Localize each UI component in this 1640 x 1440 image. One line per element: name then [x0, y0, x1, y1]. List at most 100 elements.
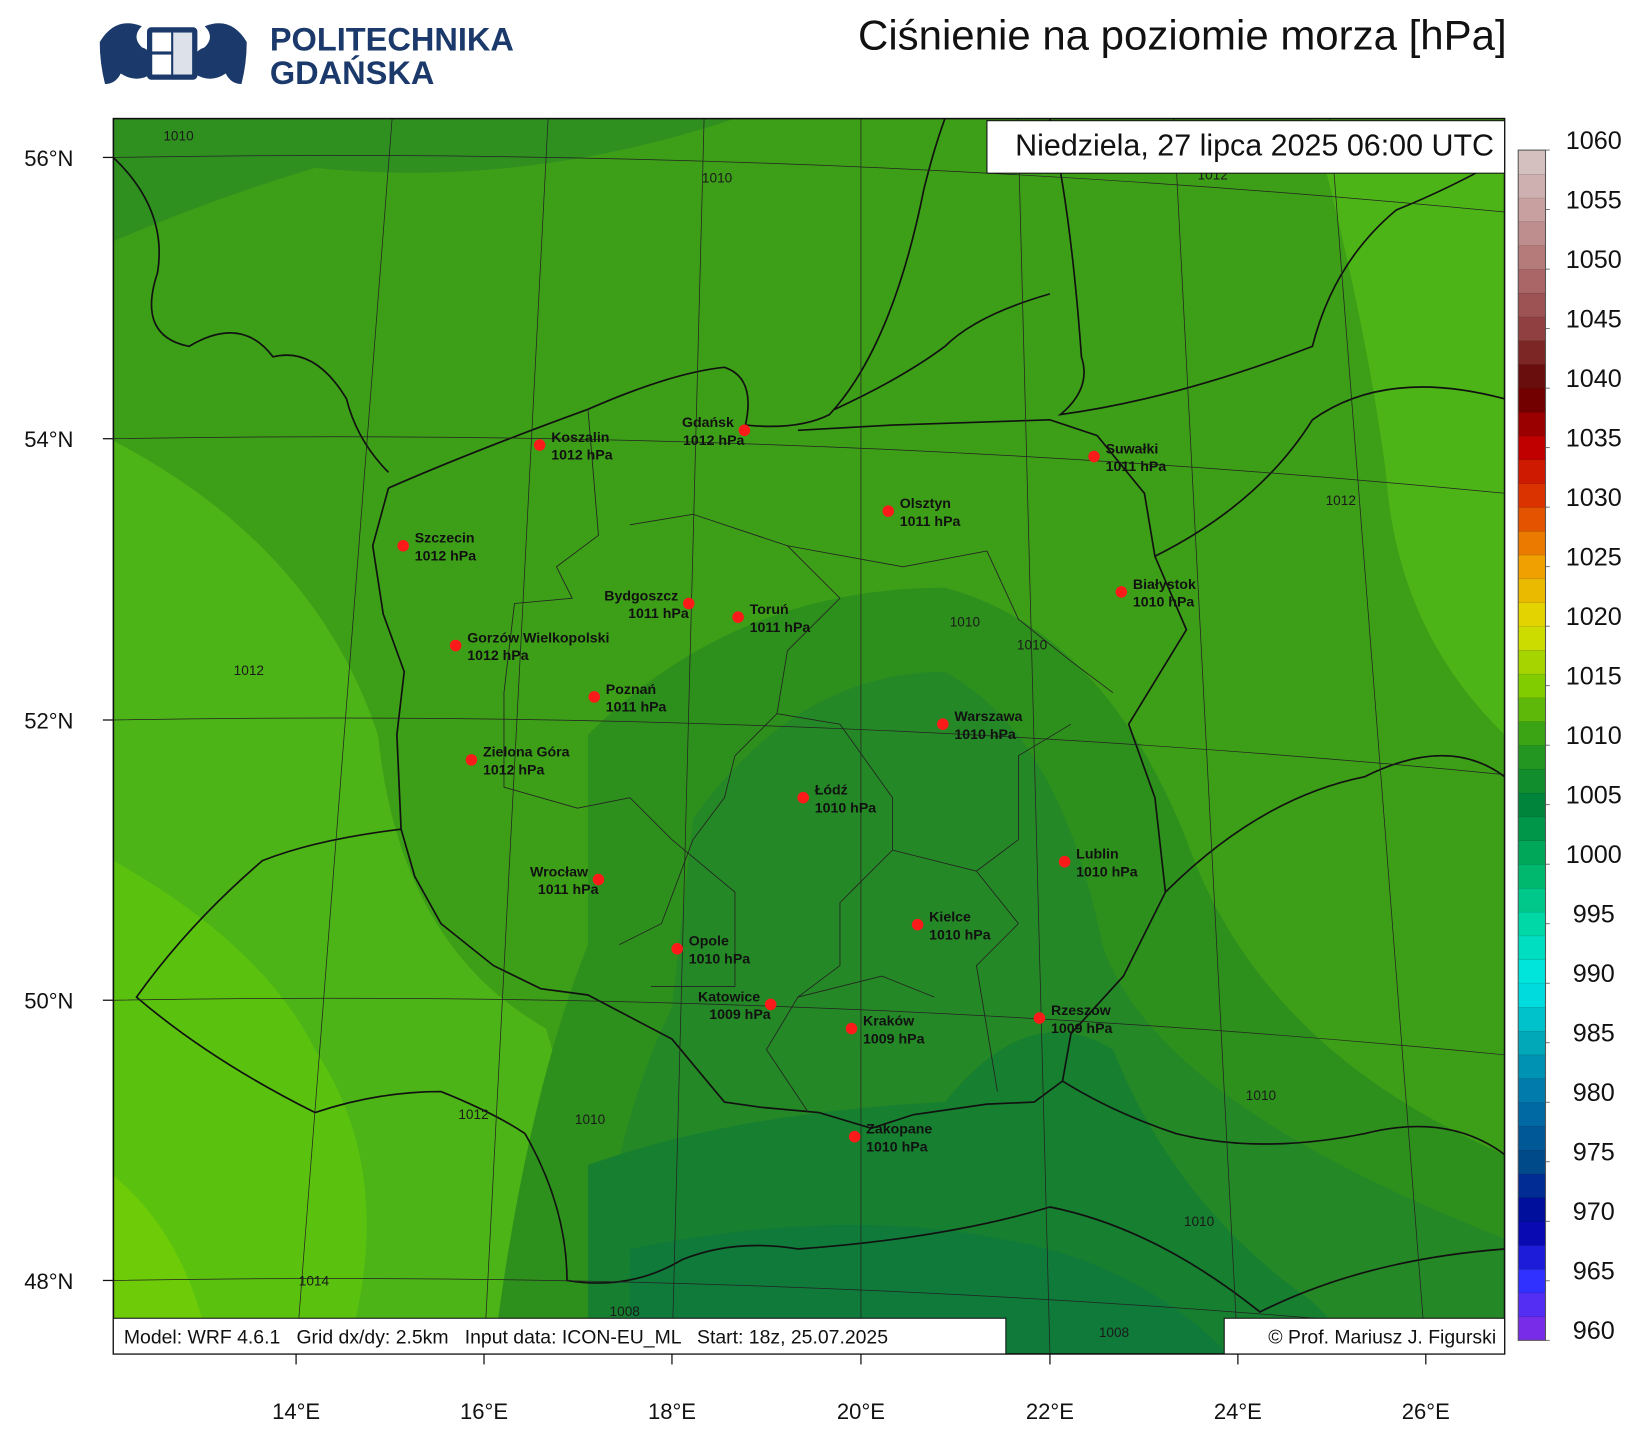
city-value: 1012 hPa — [467, 648, 529, 664]
city-name: Lublin — [1076, 847, 1118, 863]
lon-label: 18°E — [648, 1399, 696, 1424]
province-border — [975, 870, 1020, 1092]
colorbar-label: 985 — [1573, 1020, 1615, 1048]
colorbar-segment — [1517, 1054, 1546, 1079]
city-dot — [682, 597, 695, 610]
city-value: 1012 hPa — [683, 433, 745, 449]
city-name: Kraków — [863, 1013, 915, 1029]
lon-label: 20°E — [837, 1399, 885, 1424]
colorbar-segment — [1517, 983, 1546, 1008]
city-name: Bydgoszcz — [604, 588, 678, 604]
colorbar-segment — [1517, 268, 1546, 294]
latitude-line — [113, 155, 1505, 213]
city-dot — [797, 791, 809, 804]
colorbar-label: 1055 — [1566, 187, 1622, 215]
city-dot — [588, 691, 601, 703]
colorbar-label: 1000 — [1566, 841, 1622, 869]
latitude-line — [113, 436, 1505, 494]
field-lighter — [113, 860, 367, 1354]
colorbar-label: 1015 — [1566, 663, 1622, 691]
city-value: 1012 hPa — [551, 448, 613, 464]
country-border — [1164, 754, 1505, 893]
logo — [99, 23, 247, 84]
city-value: 1011 hPa — [628, 606, 689, 622]
city-dot — [397, 540, 409, 552]
contour-label: 1010 — [163, 129, 194, 144]
city-dot — [732, 611, 744, 623]
colorbar-segment — [1517, 1102, 1546, 1127]
logo-shield-part — [152, 54, 172, 75]
colorbar-segment — [1517, 316, 1546, 342]
city-value: 1011 hPa — [900, 514, 961, 530]
city-dot — [449, 639, 462, 652]
colorbar-segment — [1517, 625, 1546, 651]
lon-label: 16°E — [460, 1399, 508, 1424]
colorbar-label: 1060 — [1566, 127, 1622, 155]
province-border — [503, 409, 673, 840]
city-name: Suwałki — [1106, 441, 1159, 457]
colorbar-segment — [1517, 697, 1546, 722]
city-value: 1010 hPa — [929, 927, 991, 943]
colorbar-segment — [1517, 673, 1546, 699]
city-dot — [671, 943, 683, 955]
city-dot — [882, 505, 895, 517]
city-dot — [1033, 1012, 1046, 1024]
city-name: Rzeszów — [1051, 1003, 1112, 1019]
colorbar-segment — [1517, 530, 1546, 556]
city-dot — [738, 424, 751, 437]
contour-label: 1010 — [950, 615, 981, 630]
city-dot — [1115, 586, 1128, 598]
city-name: Gorzów Wielkopolski — [467, 630, 609, 646]
city-name: Olsztyn — [900, 496, 951, 512]
lon-label: 24°E — [1214, 1399, 1262, 1424]
colorbar-label: 1005 — [1566, 782, 1622, 810]
logo-griffin-left — [99, 23, 154, 84]
colorbar-segment — [1517, 1316, 1546, 1341]
colorbar-segment — [1517, 864, 1546, 889]
city-value: 1010 hPa — [1133, 595, 1195, 611]
city-dot — [1088, 450, 1100, 463]
city-value: 1010 hPa — [866, 1139, 928, 1155]
colorbar-label: 1030 — [1566, 484, 1622, 512]
city-name: Warszawa — [954, 709, 1022, 725]
contour-label: 1010 — [1184, 1214, 1215, 1229]
province-border — [765, 713, 893, 1113]
colorbar-segment — [1517, 411, 1546, 437]
colorbar-segment — [1517, 554, 1546, 580]
contour-label: 1012 — [458, 1107, 488, 1122]
logo-text: GDAŃSKA — [270, 54, 434, 91]
lat-label: 52°N — [24, 708, 73, 733]
colorbar-segment — [1517, 887, 1546, 913]
colorbar-segment — [1517, 221, 1546, 246]
city-value: 1011 hPa — [1106, 459, 1167, 475]
coastline — [834, 293, 1051, 411]
copyright: © Prof. Mariusz J. Figurski — [1268, 1326, 1496, 1348]
colorbar-label: 1045 — [1566, 306, 1622, 334]
province-border — [892, 723, 1072, 872]
country-border — [135, 828, 526, 1135]
colorbar-segment — [1517, 149, 1546, 175]
colorbar-segment — [1517, 483, 1546, 508]
colorbar-segment — [1517, 245, 1546, 270]
city-name: Poznań — [606, 682, 656, 698]
colorbar-label: 965 — [1573, 1258, 1615, 1286]
contour-label: 1012 — [1326, 493, 1356, 508]
province-border — [787, 545, 1114, 694]
contour-label: 1010 — [702, 171, 733, 186]
colorbar-segment — [1517, 768, 1546, 794]
colorbar-segment — [1517, 792, 1546, 818]
colorbar-segment — [1517, 197, 1546, 223]
axes: 56°N 54°N 52°N 50°N 48°N 14°E 16°E 18°E 20°E 22°E… — [24, 146, 1450, 1424]
latitude-line — [113, 1278, 1505, 1336]
city-name: Łódź — [815, 783, 848, 799]
colorbar-segment — [1517, 1006, 1546, 1032]
contour-label: 1008 — [610, 1304, 640, 1319]
colorbar-segment — [1517, 1030, 1546, 1056]
city-value: 1010 hPa — [954, 727, 1016, 743]
lat-label: 50°N — [24, 989, 73, 1014]
city-value: 1010 hPa — [815, 800, 877, 816]
contour-label: 1012 — [234, 663, 264, 678]
graticule — [113, 118, 1505, 1354]
